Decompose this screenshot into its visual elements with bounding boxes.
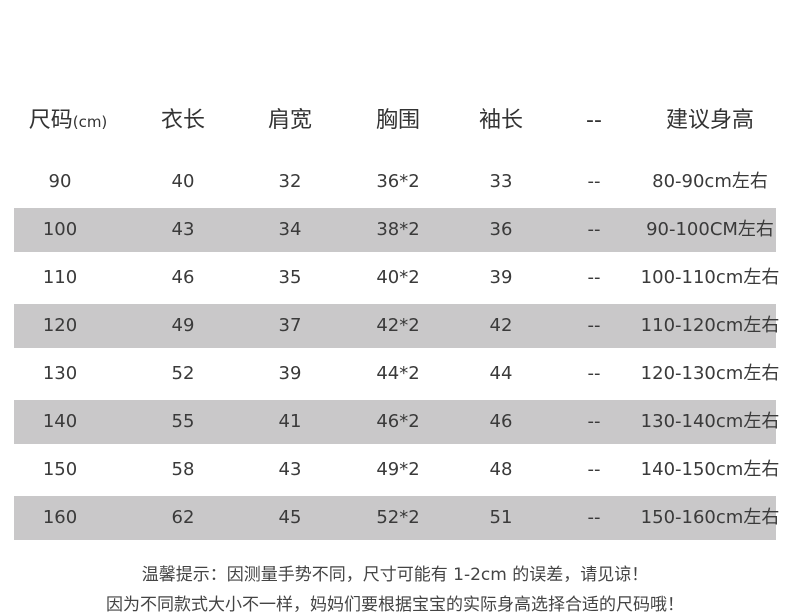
table-cell: 32	[278, 171, 302, 192]
table-cell: 37	[278, 315, 302, 336]
table-cell: 120-130cm左右	[640, 363, 780, 384]
table-cell: 43	[278, 459, 302, 480]
header-cell: --	[586, 108, 602, 133]
table-cell: 43	[171, 219, 195, 240]
header-size: 尺码(cm)	[29, 99, 108, 143]
header-cell: 衣长	[160, 108, 206, 133]
table-row: 90 40 32 36*2 33 -- 80-90cm左右	[14, 160, 776, 204]
table-cell: 80-90cm左右	[652, 171, 768, 192]
table-cell: 38*2	[376, 219, 420, 240]
table-cell: 48	[489, 459, 513, 480]
table-cell: 140-150cm左右	[640, 459, 780, 480]
table-cell: 39	[278, 363, 302, 384]
table-cell: 62	[171, 507, 195, 528]
table-cell: 58	[171, 459, 195, 480]
header-cell: 胸围	[375, 108, 421, 133]
table-cell: 35	[278, 267, 302, 288]
table-cell: --	[587, 363, 601, 384]
table-cell: 130-140cm左右	[640, 411, 780, 432]
table-cell: 36*2	[376, 171, 420, 192]
table-cell: 52*2	[376, 507, 420, 528]
table-cell: 160	[42, 507, 78, 528]
table-cell: 100-110cm左右	[640, 267, 780, 288]
table-cell: 44*2	[376, 363, 420, 384]
header-cell: 袖长	[478, 108, 524, 133]
table-cell: 55	[171, 411, 195, 432]
table-cell: 45	[278, 507, 302, 528]
table-cell: 46*2	[376, 411, 420, 432]
table-cell: 130	[42, 363, 78, 384]
table-row: 140 55 41 46*2 46 -- 130-140cm左右	[14, 400, 779, 444]
table-cell: 52	[171, 363, 195, 384]
table-cell: 110-120cm左右	[640, 315, 780, 336]
header-cell: 肩宽	[267, 108, 313, 133]
table-cell: 51	[489, 507, 513, 528]
table-row: 100 43 34 38*2 36 -- 90-100CM左右	[14, 208, 776, 252]
table-cell: --	[587, 411, 601, 432]
header-row: 尺码(cm) 衣长 肩宽 胸围 袖长 -- 建议身高	[14, 99, 776, 143]
table-cell: 34	[278, 219, 302, 240]
table-cell: --	[587, 459, 601, 480]
table-cell: 40	[171, 171, 195, 192]
table-cell: 39	[489, 267, 513, 288]
table-cell: --	[587, 171, 601, 192]
table-cell: 100	[42, 219, 78, 240]
table-row: 150 58 43 49*2 48 -- 140-150cm左右	[14, 448, 780, 492]
table-row: 130 52 39 44*2 44 -- 120-130cm左右	[14, 352, 780, 396]
table-row: 160 62 45 52*2 51 -- 150-160cm左右	[14, 496, 779, 540]
table-cell: 150	[42, 459, 78, 480]
table-cell: 41	[278, 411, 302, 432]
table-cell: 150-160cm左右	[640, 507, 780, 528]
table-cell: 120	[42, 315, 78, 336]
table-cell: 49	[171, 315, 195, 336]
table-cell: --	[587, 507, 601, 528]
table-cell: --	[587, 267, 601, 288]
table-cell: 36	[489, 219, 513, 240]
table-cell: 46	[171, 267, 195, 288]
table-cell: 90	[48, 171, 72, 192]
table-cell: 46	[489, 411, 513, 432]
table-cell: 42*2	[376, 315, 420, 336]
header-size-label: 尺码	[28, 108, 73, 133]
table-cell: 90-100CM左右	[646, 219, 774, 240]
table-cell: --	[587, 219, 601, 240]
table-cell: 33	[489, 171, 513, 192]
table-row: 110 46 35 40*2 39 -- 100-110cm左右	[14, 256, 780, 300]
table-cell: 40*2	[376, 267, 420, 288]
header-size-unit: (cm)	[72, 113, 108, 131]
table-cell: 110	[42, 267, 78, 288]
table-cell: --	[587, 315, 601, 336]
note-line-1: 温馨提示：因测量手势不同，尺寸可能有 1-2cm 的误差，请见谅！	[141, 565, 649, 585]
table-cell: 44	[489, 363, 513, 384]
table-cell: 42	[489, 315, 513, 336]
note-line-2: 因为不同款式大小不一样，妈妈们要根据宝宝的实际身高选择合适的尺码哦！	[106, 595, 684, 615]
table-row: 120 49 37 42*2 42 -- 110-120cm左右	[14, 304, 779, 348]
table-cell: 49*2	[376, 459, 420, 480]
header-cell: 建议身高	[665, 108, 755, 133]
table-cell: 140	[42, 411, 78, 432]
